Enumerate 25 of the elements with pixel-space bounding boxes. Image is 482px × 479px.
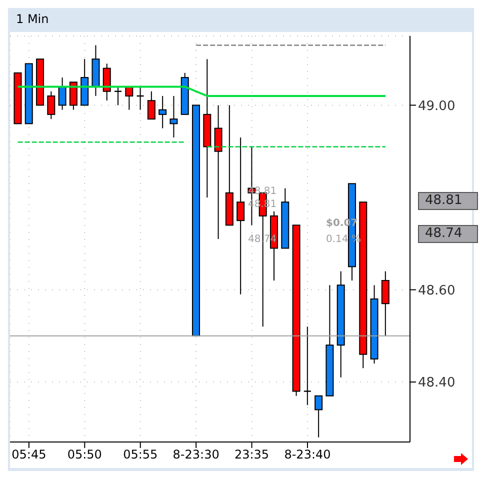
candlestick — [69, 82, 78, 110]
y-tick-label: 48.60 — [418, 283, 456, 298]
text: 48.81 — [418, 192, 478, 210]
candlestick — [303, 326, 312, 406]
candlestick — [147, 90, 156, 120]
candlestick — [170, 95, 178, 138]
candlestick — [314, 395, 323, 438]
text: 48.74 — [418, 225, 478, 243]
x-tick-label: 8-23:30 — [172, 448, 220, 462]
candlestick — [214, 104, 222, 240]
chart-title: 1 Min — [15, 11, 50, 28]
candlestick — [158, 95, 167, 129]
candlestick — [381, 270, 390, 336]
x-tick-label: 23:35 — [234, 448, 270, 462]
candlestick — [102, 63, 111, 102]
y-tick-label: 49.00 — [418, 98, 456, 114]
candlestick — [236, 137, 245, 295]
x-tick-label: 05:55 — [123, 448, 158, 462]
annotation: 0.14 % — [326, 234, 361, 245]
candlestick — [58, 77, 66, 110]
x-tick-label: 05:45 — [12, 448, 46, 462]
x-tick-label: 05:50 — [67, 448, 102, 462]
y-tick-label: 48.40 — [418, 376, 456, 391]
candlestick — [47, 90, 56, 120]
x-tick-label: 8-23:40 — [284, 448, 331, 462]
